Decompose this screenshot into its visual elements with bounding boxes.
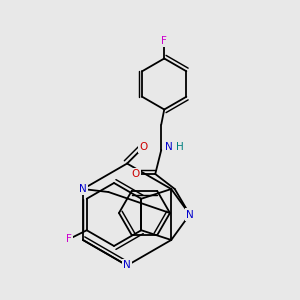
Text: F: F [161, 35, 167, 46]
Text: O: O [132, 169, 140, 179]
Text: N: N [186, 209, 194, 220]
Text: O: O [140, 142, 148, 152]
Text: N: N [165, 142, 172, 152]
Text: N: N [123, 260, 131, 271]
Text: N: N [79, 184, 87, 194]
Text: H: H [176, 142, 184, 152]
Text: F: F [66, 234, 72, 244]
